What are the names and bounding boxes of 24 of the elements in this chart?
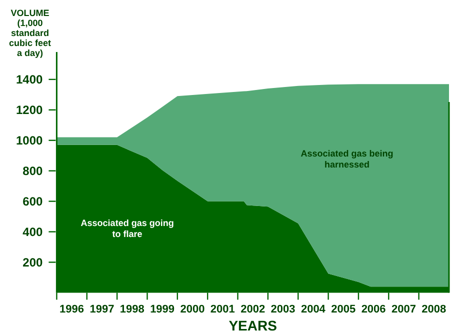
x-tick-label: 2008 xyxy=(422,304,446,316)
y-tick-label: 400 xyxy=(22,224,44,239)
x-tick-label: 1996 xyxy=(60,304,84,316)
y-tick-label: 200 xyxy=(22,255,44,270)
y-tick-label: 1400 xyxy=(16,72,44,87)
x-axis-title: YEARS xyxy=(228,318,277,334)
y-tick-label: 1200 xyxy=(16,103,44,118)
x-tick-label: 1999 xyxy=(150,304,175,316)
x-tick-label: 2001 xyxy=(210,304,235,316)
x-tick-label: 2006 xyxy=(361,304,386,316)
x-tick-label: 2007 xyxy=(391,304,416,316)
x-tick-label: 2002 xyxy=(240,304,266,316)
x-tick-label: 2004 xyxy=(300,304,326,316)
series-label: Associated gas going to flare xyxy=(80,218,174,240)
x-tick-label: 1997 xyxy=(90,304,114,316)
y-axis-title: VOLUME (1,000 standard cubic feet a day) xyxy=(8,8,52,58)
series-label: Associated gas being harnessed xyxy=(300,148,394,170)
x-tick-label: 2000 xyxy=(180,304,205,316)
x-tick-label: 1998 xyxy=(120,304,144,316)
y-tick-label: 800 xyxy=(22,164,44,178)
y-tick-label: 1000 xyxy=(16,134,44,148)
y-tick-label: 600 xyxy=(22,194,44,208)
x-tick-label: 2003 xyxy=(270,304,296,316)
x-tick-label: 2005 xyxy=(331,304,356,316)
